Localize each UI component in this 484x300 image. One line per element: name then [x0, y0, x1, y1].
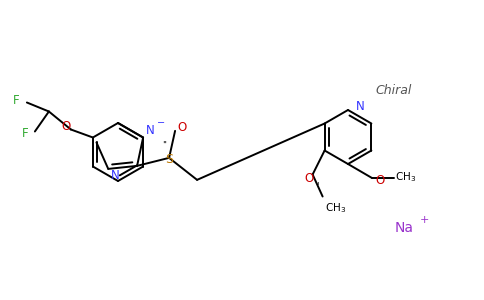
Text: N: N [146, 124, 154, 137]
Text: O: O [375, 173, 384, 187]
Text: O: O [61, 120, 71, 133]
Text: O: O [178, 122, 187, 134]
Text: ': ' [317, 182, 319, 191]
Text: N: N [356, 100, 365, 113]
Text: CH$_3$: CH$_3$ [395, 170, 416, 184]
Text: CH$_3$: CH$_3$ [325, 202, 346, 215]
Text: +: + [420, 215, 429, 225]
Text: Na: Na [395, 221, 414, 235]
Text: −: − [157, 118, 165, 128]
Text: S: S [165, 153, 173, 167]
Text: N: N [111, 169, 120, 182]
Text: F: F [22, 127, 29, 140]
Text: F: F [13, 94, 20, 107]
Text: Chiral: Chiral [375, 83, 411, 97]
Text: O: O [304, 172, 313, 185]
Text: '': '' [163, 140, 167, 149]
